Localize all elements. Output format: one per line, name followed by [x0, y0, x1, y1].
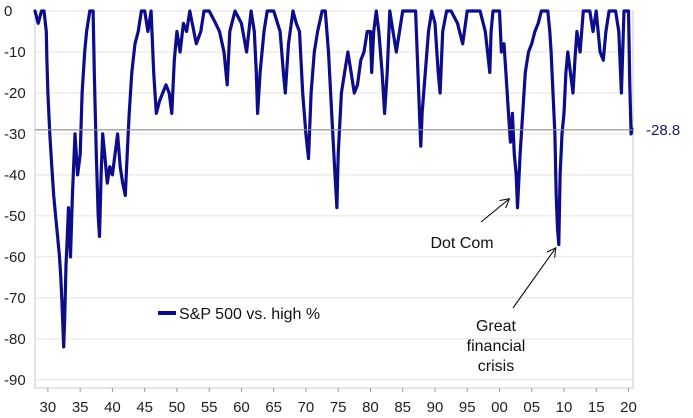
x-tick-label: 65	[265, 399, 282, 416]
y-tick-label: -70	[4, 290, 26, 307]
annotation-arrow	[512, 249, 555, 309]
x-tick-label: 30	[40, 399, 57, 416]
y-tick-label: -20	[4, 85, 26, 102]
x-tick-label: 95	[459, 399, 476, 416]
grid	[34, 10, 634, 389]
y-tick-label: -90	[4, 372, 26, 389]
x-tick-label: 10	[556, 399, 573, 416]
x-tick-label: 80	[362, 399, 379, 416]
legend: S&P 500 vs. high %	[158, 306, 320, 323]
x-tick-label: 55	[201, 399, 218, 416]
annotation-arrow	[480, 199, 509, 223]
reference-line-label: -28.8	[646, 122, 680, 139]
y-tick-label: -80	[4, 331, 26, 348]
legend-label: S&P 500 vs. high %	[179, 306, 320, 323]
x-tick-label: 85	[394, 399, 411, 416]
y-tick-label: -10	[4, 44, 26, 61]
annotation-label: Dot Com	[430, 235, 493, 252]
x-tick-label: 45	[136, 399, 153, 416]
y-tick-label: -60	[4, 249, 26, 266]
x-tick-label: 75	[330, 399, 347, 416]
axes: 0 -10 -20 -30 -40 -50 -60 -70 -80 -90 30 35 40 45 50 55…	[4, 3, 637, 416]
annotation-label: Great financial crisis	[467, 318, 526, 375]
y-tick-label: -30	[4, 126, 26, 143]
x-tick-label: 20	[620, 399, 637, 416]
x-tick-label: 50	[169, 399, 186, 416]
series-line-sp500	[33, 9, 634, 349]
x-tick-label: 35	[72, 399, 89, 416]
y-tick-label: -50	[4, 208, 26, 225]
plot-frame	[34, 10, 634, 389]
series-layer	[33, 9, 634, 349]
x-tick-label: 60	[233, 399, 250, 416]
reference-line-group: -28.8	[35, 122, 680, 139]
x-tick-label: 15	[588, 399, 605, 416]
annotations: Dot Com Great financial crisis	[430, 199, 555, 375]
x-tick-label: 90	[427, 399, 444, 416]
y-tick-label: -40	[4, 167, 26, 184]
x-tick-label: 70	[298, 399, 315, 416]
y-tick-label: 0	[4, 3, 12, 20]
x-tick-label: 40	[104, 399, 121, 416]
x-tick-label: 00	[491, 399, 508, 416]
x-tick-label: 05	[523, 399, 540, 416]
